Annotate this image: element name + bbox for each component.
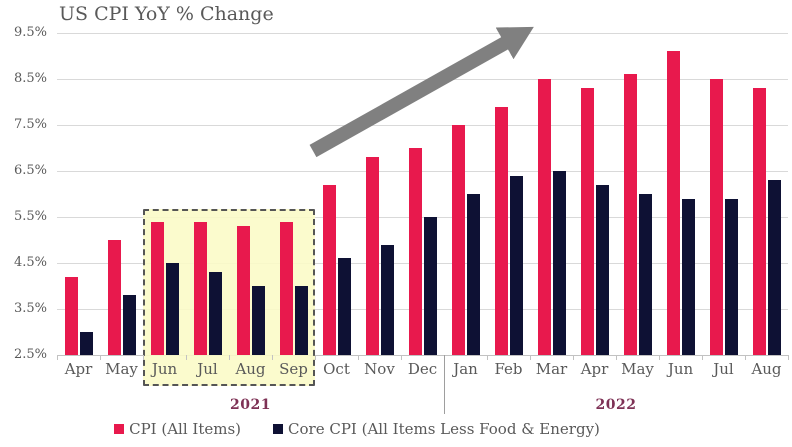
axis-tick <box>57 355 58 360</box>
cpi-bar <box>322 184 336 355</box>
y-tick-label: 2.5% <box>13 347 47 362</box>
core-cpi-bar <box>638 194 652 355</box>
core-cpi-bar <box>466 194 480 355</box>
axis-tick <box>702 355 703 360</box>
core-cpi-bar <box>767 180 781 355</box>
cpi-bar <box>193 221 207 355</box>
gridline <box>57 171 788 172</box>
x-tick-label: Nov <box>364 360 395 378</box>
x-tick-label: Mar <box>535 360 568 378</box>
axis-tick <box>659 355 660 360</box>
core-cpi-bar <box>681 198 695 355</box>
x-tick-label: May <box>105 360 138 378</box>
cpi-bar <box>494 106 508 355</box>
cpi-bar <box>666 51 680 355</box>
core-cpi-bar <box>380 244 394 355</box>
core-cpi-bar <box>423 217 437 355</box>
gridline <box>57 309 788 310</box>
axis-tick <box>616 355 617 360</box>
legend-item-cpi: CPI (All Items) <box>114 420 241 438</box>
core-cpi-bar <box>165 263 179 355</box>
y-tick-label: 7.5% <box>13 117 47 132</box>
y-tick-label: 8.5% <box>13 71 47 86</box>
core-cpi-bar <box>294 286 308 355</box>
y-tick-label: 3.5% <box>13 301 47 316</box>
chart-title: US CPI YoY % Change <box>59 3 274 25</box>
core-cpi-bar <box>251 286 265 355</box>
cpi-bar <box>365 157 379 355</box>
cpi-bar <box>107 240 121 355</box>
axis-tick <box>143 355 144 360</box>
x-tick-label: Feb <box>494 360 523 378</box>
legend: CPI (All Items) Core CPI (All Items Less… <box>0 420 714 438</box>
core-cpi-bar <box>337 258 351 355</box>
cpi-bar <box>150 221 164 355</box>
axis-tick <box>745 355 746 360</box>
axis-tick <box>401 355 402 360</box>
core-cpi-bar <box>724 198 738 355</box>
cpi-bar <box>408 148 422 355</box>
x-tick-label: Aug <box>235 360 266 378</box>
core-cpi-series-swatch <box>273 424 284 434</box>
axis-tick <box>229 355 230 360</box>
axis-tick <box>788 355 789 360</box>
cpi-bar <box>537 79 551 355</box>
x-tick-label: Jul <box>713 360 734 378</box>
x-tick-label: Apr <box>580 360 609 378</box>
gridline <box>57 355 788 356</box>
x-tick-label: Jun <box>151 360 178 378</box>
y-tick-label: 5.5% <box>13 209 47 224</box>
axis-tick <box>487 355 488 360</box>
axis-tick <box>186 355 187 360</box>
gridline <box>57 217 788 218</box>
gridline <box>57 263 788 264</box>
y-tick-label: 4.5% <box>13 255 47 270</box>
core-cpi-bar <box>509 175 523 355</box>
x-tick-label: Jul <box>197 360 218 378</box>
x-tick-label: Jan <box>453 360 478 378</box>
axis-tick <box>573 355 574 360</box>
y-tick-label: 6.5% <box>13 163 47 178</box>
year-divider <box>444 355 445 414</box>
cpi-bar <box>623 74 637 355</box>
legend-label-core-cpi: Core CPI (All Items Less Food & Energy) <box>288 420 600 438</box>
cpi-series-swatch <box>114 424 125 434</box>
x-tick-label: May <box>621 360 654 378</box>
cpi-bar <box>752 88 766 355</box>
core-cpi-bar <box>208 272 222 355</box>
x-tick-label: Aug <box>751 360 782 378</box>
core-cpi-bar <box>122 295 136 355</box>
cpi-bar <box>64 276 78 355</box>
core-cpi-bar <box>595 184 609 355</box>
cpi-bar <box>236 226 250 355</box>
x-tick-label: Jun <box>667 360 694 378</box>
core-cpi-bar <box>552 171 566 355</box>
cpi-bar <box>580 88 594 355</box>
x-tick-label: Apr <box>64 360 93 378</box>
axis-tick <box>315 355 316 360</box>
legend-label-cpi: CPI (All Items) <box>129 420 242 438</box>
gridline <box>57 33 788 34</box>
x-tick-label: Sep <box>279 360 308 378</box>
y-tick-label: 9.5% <box>13 25 47 40</box>
cpi-bar <box>709 79 723 355</box>
axis-tick <box>358 355 359 360</box>
x-tick-label: Dec <box>407 360 438 378</box>
axis-tick <box>100 355 101 360</box>
axis-tick <box>272 355 273 360</box>
cpi-bar <box>451 125 465 355</box>
core-cpi-bar <box>79 332 93 355</box>
year-label: 2022 <box>595 397 637 413</box>
year-label: 2021 <box>230 397 271 413</box>
x-tick-label: Oct <box>323 360 350 378</box>
legend-item-core-cpi: Core CPI (All Items Less Food & Energy) <box>273 420 600 438</box>
cpi-bar <box>279 221 293 355</box>
axis-tick <box>530 355 531 360</box>
